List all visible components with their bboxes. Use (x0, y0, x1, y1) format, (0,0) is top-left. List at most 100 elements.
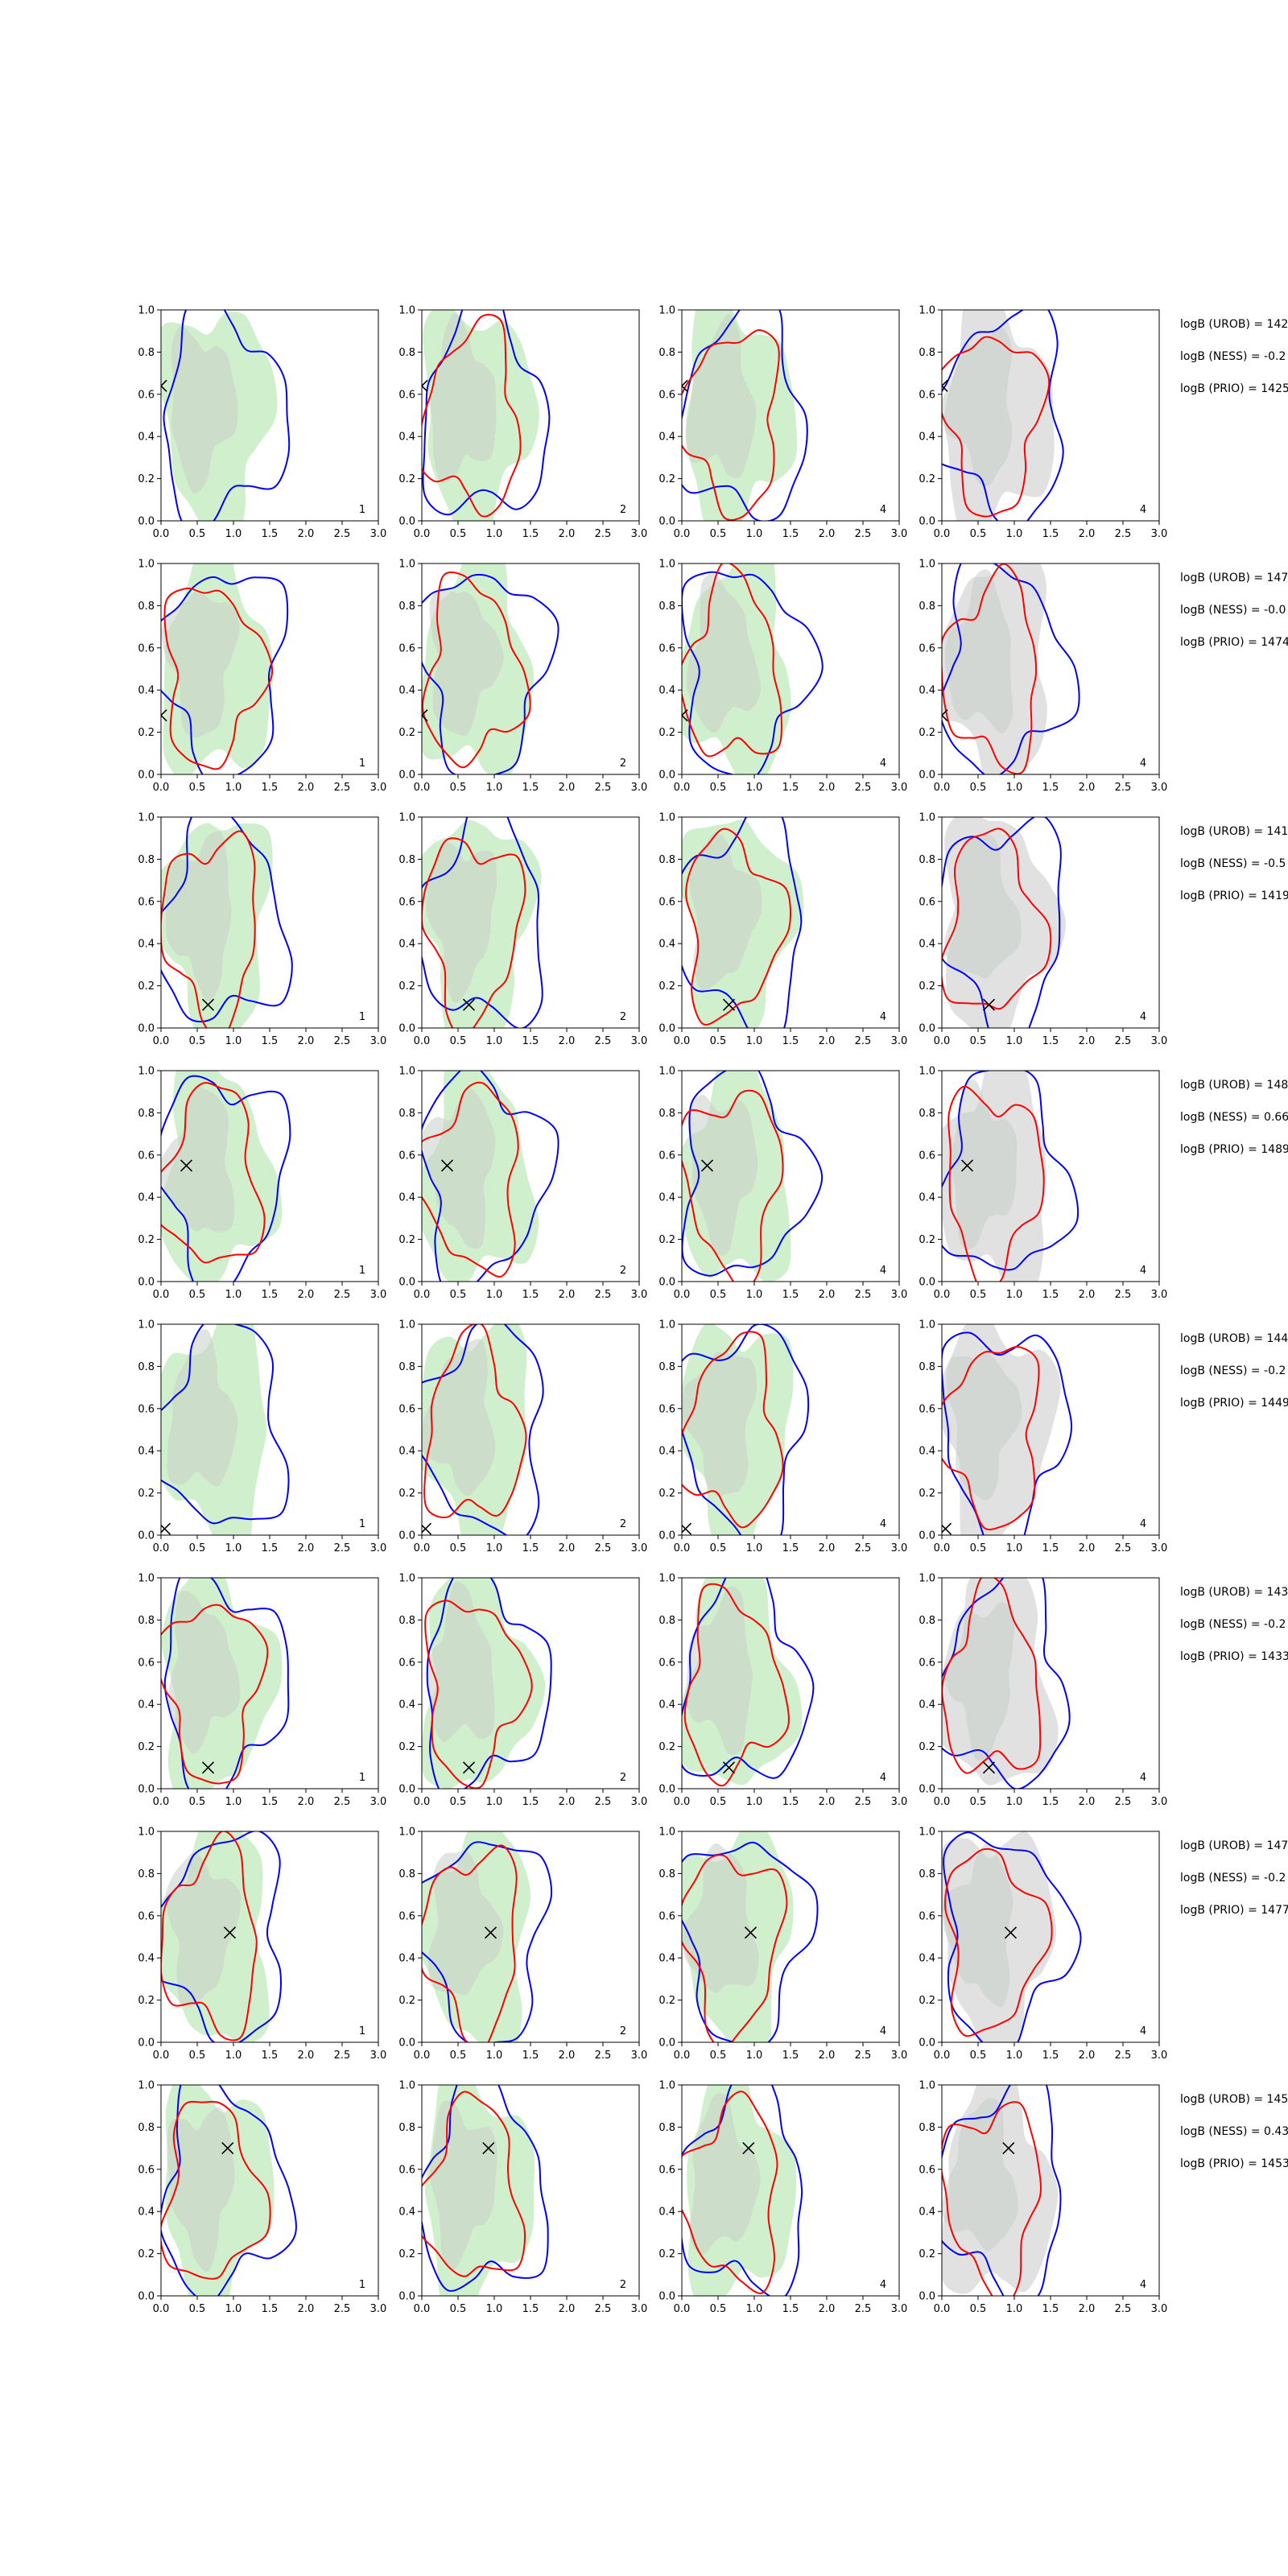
fill-region-inner (685, 314, 757, 478)
panel-r8-c1: 0.0 0.5 1.0 1.5 2.0 2.5 3.0 0.0 0.2 0.4 0.6 0.8 1.0 1 (138, 2080, 386, 2316)
panel-corner-label: 2 (620, 1772, 626, 1784)
contour-red (422, 837, 526, 1028)
y-tick-label: 0.4 (138, 431, 155, 444)
x-tick-label: 2.5 (595, 2303, 612, 2315)
y-tick-label: 1.0 (658, 1573, 675, 1585)
x-tick-label: 0.5 (450, 1542, 467, 1554)
x-tick-label: 3.0 (1151, 2050, 1168, 2062)
y-tick-label: 0.6 (398, 1657, 415, 1669)
y-tick-label: 0.6 (398, 2164, 415, 2176)
x-tick-label: 0.5 (189, 1289, 206, 1301)
panel-contours (161, 817, 293, 1028)
logb-annotation: logB (NESS) = -0.2 (1180, 1872, 1286, 1885)
x-tick-label: 1.5 (522, 1289, 539, 1301)
y-tick-label: 0.4 (658, 2207, 675, 2219)
x-tick-label: 1.0 (1006, 2303, 1023, 2315)
x-tick-label: 0.0 (414, 528, 431, 540)
y-tick-label: 0.2 (658, 1234, 675, 1246)
panel-corner-label: 4 (880, 2279, 886, 2291)
y-tick-label: 1.0 (658, 1066, 675, 1078)
y-tick-label: 0.2 (658, 1741, 675, 1753)
x-tick-label: 2.5 (334, 2050, 351, 2062)
logb-annotation: logB (UROB) = 144 (1180, 1332, 1288, 1345)
x-tick-label: 2.5 (334, 1035, 351, 1047)
x-tick-label: 0.5 (710, 528, 727, 540)
y-tick-label: 0.2 (398, 980, 415, 993)
panel-contours (422, 564, 559, 774)
panel-r5-c1: 0.0 0.5 1.0 1.5 2.0 2.5 3.0 0.0 0.2 0.4 0.6 0.8 1.0 1 (138, 1319, 387, 1555)
x-tick-label: 2.0 (559, 782, 576, 794)
y-tick-label: 1.0 (658, 2080, 675, 2092)
panel-r3-c3: 0.0 0.5 1.0 1.5 2.0 2.5 3.0 0.0 0.2 0.4 0.6 0.8 1.0 4 (658, 812, 907, 1048)
logb-annotation: logB (PRIO) = 1489 (1180, 1143, 1288, 1156)
x-tick-label: 0.0 (934, 2050, 951, 2062)
x-tick-label: 3.0 (891, 2050, 908, 2062)
panel-corner-label: 4 (1140, 1518, 1146, 1530)
y-tick-label: 0.0 (138, 1784, 155, 1796)
y-tick-label: 0.4 (138, 1699, 155, 1711)
fill-region-inner (682, 1352, 758, 1496)
x-tick-label: 0.5 (450, 2050, 467, 2062)
fill-region-inner (167, 1329, 238, 1487)
y-tick-label: 1.0 (138, 1319, 155, 1331)
y-tick-label: 0.2 (919, 980, 935, 993)
x-tick-label: 2.5 (1115, 528, 1132, 540)
contour-blue (422, 1071, 559, 1282)
marker-x (462, 998, 476, 1011)
marker-x (201, 1761, 215, 1774)
x-tick-label: 0.0 (674, 1796, 691, 1808)
y-tick-label: 0.8 (138, 1108, 155, 1120)
y-tick-label: 1.0 (919, 1827, 935, 1839)
y-tick-label: 0.6 (919, 1150, 935, 1162)
x-tick-label: 0.5 (970, 1289, 987, 1301)
y-tick-label: 0.8 (398, 601, 415, 613)
y-tick-label: 0.8 (138, 1868, 155, 1880)
x-tick-label: 1.5 (262, 782, 279, 794)
y-tick-label: 0.8 (398, 1868, 415, 1880)
y-tick-label: 0.4 (658, 1699, 675, 1711)
x-tick-label: 2.0 (819, 1796, 836, 1808)
x-tick-label: 2.0 (819, 1542, 836, 1554)
y-tick-label: 0.4 (398, 1192, 415, 1204)
marker-x (700, 1159, 714, 1172)
panel-corner-label: 2 (620, 2279, 626, 2291)
fill-region-inner (689, 832, 762, 992)
marker-x (422, 1522, 432, 1535)
x-tick-label: 1.0 (486, 528, 503, 540)
x-tick-label: 1.5 (522, 1542, 539, 1554)
y-tick-label: 0.8 (658, 1361, 675, 1373)
panel-contours (422, 310, 551, 521)
contour-blue (422, 817, 543, 1028)
x-tick-label: 0.5 (710, 1542, 727, 1554)
y-tick-label: 1.0 (398, 559, 415, 571)
contour-blue (161, 1324, 290, 1525)
x-tick-label: 2.0 (819, 1035, 836, 1047)
marker-x (744, 1926, 758, 1939)
panel-corner-label: 2 (620, 1265, 626, 1277)
marker-x (482, 2142, 495, 2155)
logb-annotation: logB (PRIO) = 1474 (1180, 636, 1288, 649)
x-tick-label: 2.0 (298, 1542, 315, 1554)
x-tick-label: 2.0 (559, 1035, 576, 1047)
fill-region-inner (167, 2107, 235, 2272)
x-tick-label: 3.0 (370, 1542, 387, 1554)
panel-row-2: 0.0 0.5 1.0 1.5 2.0 2.5 3.0 0.0 0.2 0.4 0.6 0.8 1.0 1… (138, 559, 1288, 795)
contour-red (947, 1085, 1045, 1282)
y-tick-label: 0.4 (919, 431, 935, 444)
panel-contours (942, 310, 1064, 521)
panel-row-8: 0.0 0.5 1.0 1.5 2.0 2.5 3.0 0.0 0.2 0.4 0.6 0.8 1.0 1… (138, 2080, 1288, 2316)
panel-row-7: 0.0 0.5 1.0 1.5 2.0 2.5 3.0 0.0 0.2 0.4 0.6 0.8 1.0 1… (138, 1827, 1288, 2062)
y-tick-label: 1.0 (919, 305, 935, 317)
contour-red (422, 1081, 519, 1278)
panel-contours (161, 310, 291, 521)
panel-r7-c4: 0.0 0.5 1.0 1.5 2.0 2.5 3.0 0.0 0.2 0.4 0.6 0.8 1.0 4 (919, 1827, 1168, 2062)
y-tick-label: 0.0 (658, 1277, 675, 1289)
y-tick-label: 0.6 (398, 389, 415, 401)
panel-r2-c1: 0.0 0.5 1.0 1.5 2.0 2.5 3.0 0.0 0.2 0.4 0.6 0.8 1.0 1 (138, 559, 386, 795)
marker-x (422, 379, 428, 392)
y-tick-label: 0.2 (138, 727, 155, 739)
panel-corner-label: 2 (620, 758, 626, 770)
y-tick-label: 0.4 (919, 1446, 935, 1458)
x-tick-label: 2.0 (298, 1289, 315, 1301)
panel-contours (422, 817, 543, 1028)
